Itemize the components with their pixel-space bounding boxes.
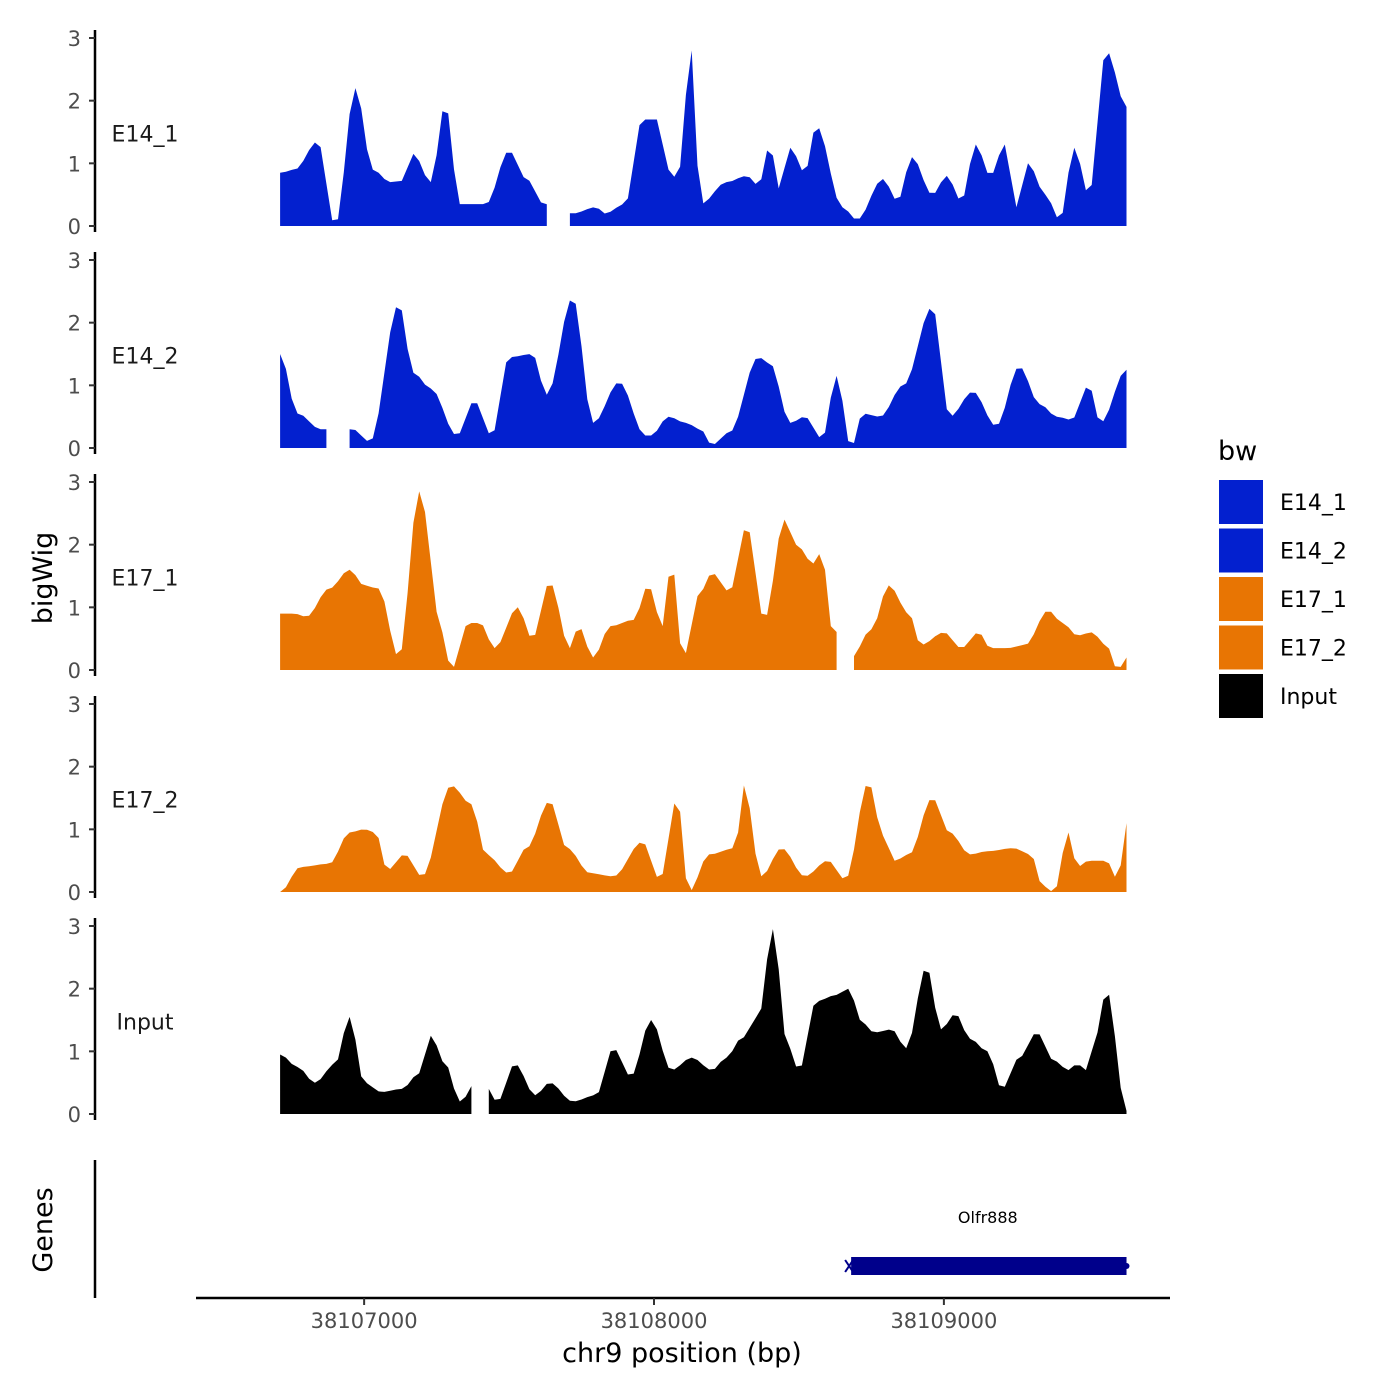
coverage-area-e14-2 <box>280 354 327 448</box>
legend-entry-e17-2: E17_2 <box>1219 625 1347 670</box>
y-axis-title: bigWig <box>28 532 59 625</box>
y-tick-label: 1 <box>68 596 81 620</box>
legend-swatch <box>1219 577 1263 621</box>
y-tick-label: 0 <box>68 881 81 905</box>
bigwig-tracks: 0 1 2 3 E14_1 0 1 2 3 E14_2 0 1 2 3 E17_1 0 1 2 3 E17_2 0 1 2 3… <box>68 27 1127 1127</box>
gene-olfr888: Olfr888 <box>844 1208 1130 1275</box>
coverage-area-e17-1 <box>280 491 837 670</box>
coverage-area-input <box>280 1016 472 1114</box>
coverage-area-e14-1 <box>569 50 1127 226</box>
y-tick-label: 3 <box>68 249 81 273</box>
coverage-area-e14-1 <box>280 88 547 226</box>
legend-title: bw <box>1218 436 1257 467</box>
gene-track: Olfr888 <box>93 1160 1130 1298</box>
track-e17-2: 0 1 2 3 E17_2 <box>68 693 1127 905</box>
y-tick-label: 3 <box>68 471 81 495</box>
track-input: 0 1 2 3 Input <box>68 915 1127 1127</box>
track-e14-1: 0 1 2 3 E14_1 <box>68 27 1127 239</box>
legend-entry-input: Input <box>1219 674 1337 718</box>
y-tick-label: 3 <box>68 693 81 717</box>
legend-swatch <box>1219 625 1263 670</box>
legend-label: E17_1 <box>1280 588 1347 613</box>
y-tick-label: 2 <box>68 90 81 114</box>
gene-end-marker <box>1123 1263 1130 1269</box>
legend-entry-e14-1: E14_1 <box>1219 480 1347 524</box>
coverage-area-e14-2 <box>349 300 1127 448</box>
coverage-area-e17-1 <box>854 585 1127 670</box>
y-tick-label: 0 <box>68 437 81 461</box>
y-tick-label: 1 <box>68 818 81 842</box>
track-label: E17_1 <box>112 567 179 592</box>
y-tick-label: 3 <box>68 27 81 51</box>
legend-swatch <box>1219 480 1263 524</box>
track-label: E14_1 <box>112 123 179 148</box>
legend-label: E14_1 <box>1280 491 1347 516</box>
legend-swatch <box>1219 674 1263 718</box>
x-axis: 38107000 38108000 38109000 <box>196 1296 1170 1333</box>
y-tick-label: 2 <box>68 312 81 336</box>
coverage-area-e17-2 <box>280 785 1127 892</box>
legend: bw E14_1 E14_2 E17_1 E17_2 Input <box>1218 436 1347 718</box>
legend-entry-e14-2: E14_2 <box>1219 528 1347 573</box>
track-label: E14_2 <box>112 345 179 370</box>
legend-label: Input <box>1280 685 1337 710</box>
y-tick-label: 0 <box>68 215 81 239</box>
y-tick-label: 2 <box>68 756 81 780</box>
gene-body <box>851 1257 1127 1275</box>
track-label: E17_2 <box>112 789 179 814</box>
y-tick-label: 1 <box>68 374 81 398</box>
gene-label: Olfr888 <box>958 1208 1018 1227</box>
y-tick-label: 3 <box>68 915 81 939</box>
y-tick-label: 1 <box>68 152 81 176</box>
x-tick-label: 38109000 <box>890 1309 997 1333</box>
gene-track-title: Genes <box>28 1187 59 1272</box>
x-tick-label: 38108000 <box>601 1309 708 1333</box>
gene-start-marker <box>844 1259 854 1273</box>
y-tick-label: 2 <box>68 978 81 1002</box>
x-axis-title: chr9 position (bp) <box>562 1338 802 1369</box>
legend-swatch <box>1219 528 1263 573</box>
track-label: Input <box>117 1011 174 1036</box>
track-e14-2: 0 1 2 3 E14_2 <box>68 249 1127 461</box>
y-tick-label: 0 <box>68 1103 81 1127</box>
legend-label: E17_2 <box>1280 637 1347 662</box>
legend-label: E14_2 <box>1280 540 1347 565</box>
y-tick-label: 2 <box>68 534 81 558</box>
coverage-area-input <box>488 929 1127 1114</box>
x-tick-label: 38107000 <box>311 1309 418 1333</box>
y-tick-label: 1 <box>68 1040 81 1064</box>
legend-entry-e17-1: E17_1 <box>1219 577 1347 621</box>
y-tick-label: 0 <box>68 659 81 683</box>
track-e17-1: 0 1 2 3 E17_1 <box>68 471 1127 683</box>
